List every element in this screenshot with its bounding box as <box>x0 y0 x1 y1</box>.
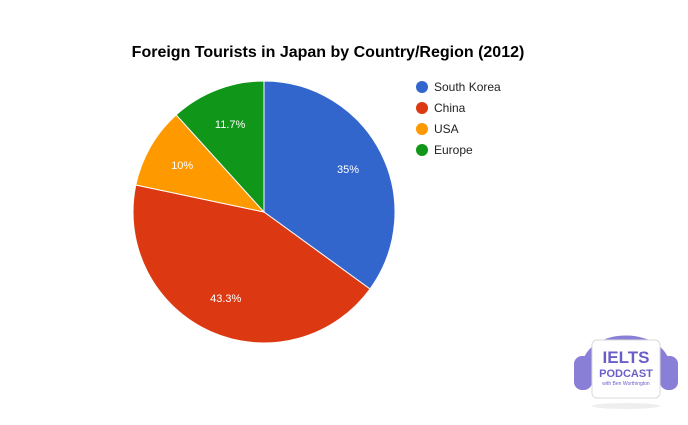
legend-swatch <box>416 144 428 156</box>
pie-slice-south-korea <box>263 80 396 290</box>
legend-swatch <box>416 81 428 93</box>
legend-swatch <box>416 123 428 135</box>
legend-item-china: China <box>416 101 466 115</box>
ielts-podcast-logo: IELTS PODCAST with Ben Worthington <box>572 312 680 412</box>
pie-slice-china <box>132 184 371 344</box>
legend: South Korea China USA Europe <box>416 80 501 157</box>
pie-slice-usa <box>135 114 266 213</box>
legend-item-europe: Europe <box>416 143 473 157</box>
legend-label: Europe <box>434 143 473 157</box>
logo-brand: IELTS <box>603 348 650 367</box>
slice-label-china: 43.3% <box>210 293 241 305</box>
slice-label-south-korea: 35% <box>337 164 359 176</box>
pie-slices <box>132 80 396 344</box>
legend-swatch <box>416 102 428 114</box>
slice-label-europe: 11.7% <box>215 119 246 131</box>
pie-slice-europe <box>175 80 265 214</box>
legend-item-usa: USA <box>416 122 459 136</box>
logo-tagline: with Ben Worthington <box>602 381 650 387</box>
legend-item-south-korea: South Korea <box>416 80 501 94</box>
slice-label-usa: 10% <box>171 160 193 172</box>
logo-sub: PODCAST <box>599 368 653 380</box>
pie-slice-labels: 35% 43.3% 10% 11.7% <box>171 119 359 305</box>
legend-label: South Korea <box>434 80 501 94</box>
legend-label: China <box>434 101 466 115</box>
legend-label: USA <box>434 122 459 136</box>
chart-title: Foreign Tourists in Japan by Country/Reg… <box>132 44 525 61</box>
